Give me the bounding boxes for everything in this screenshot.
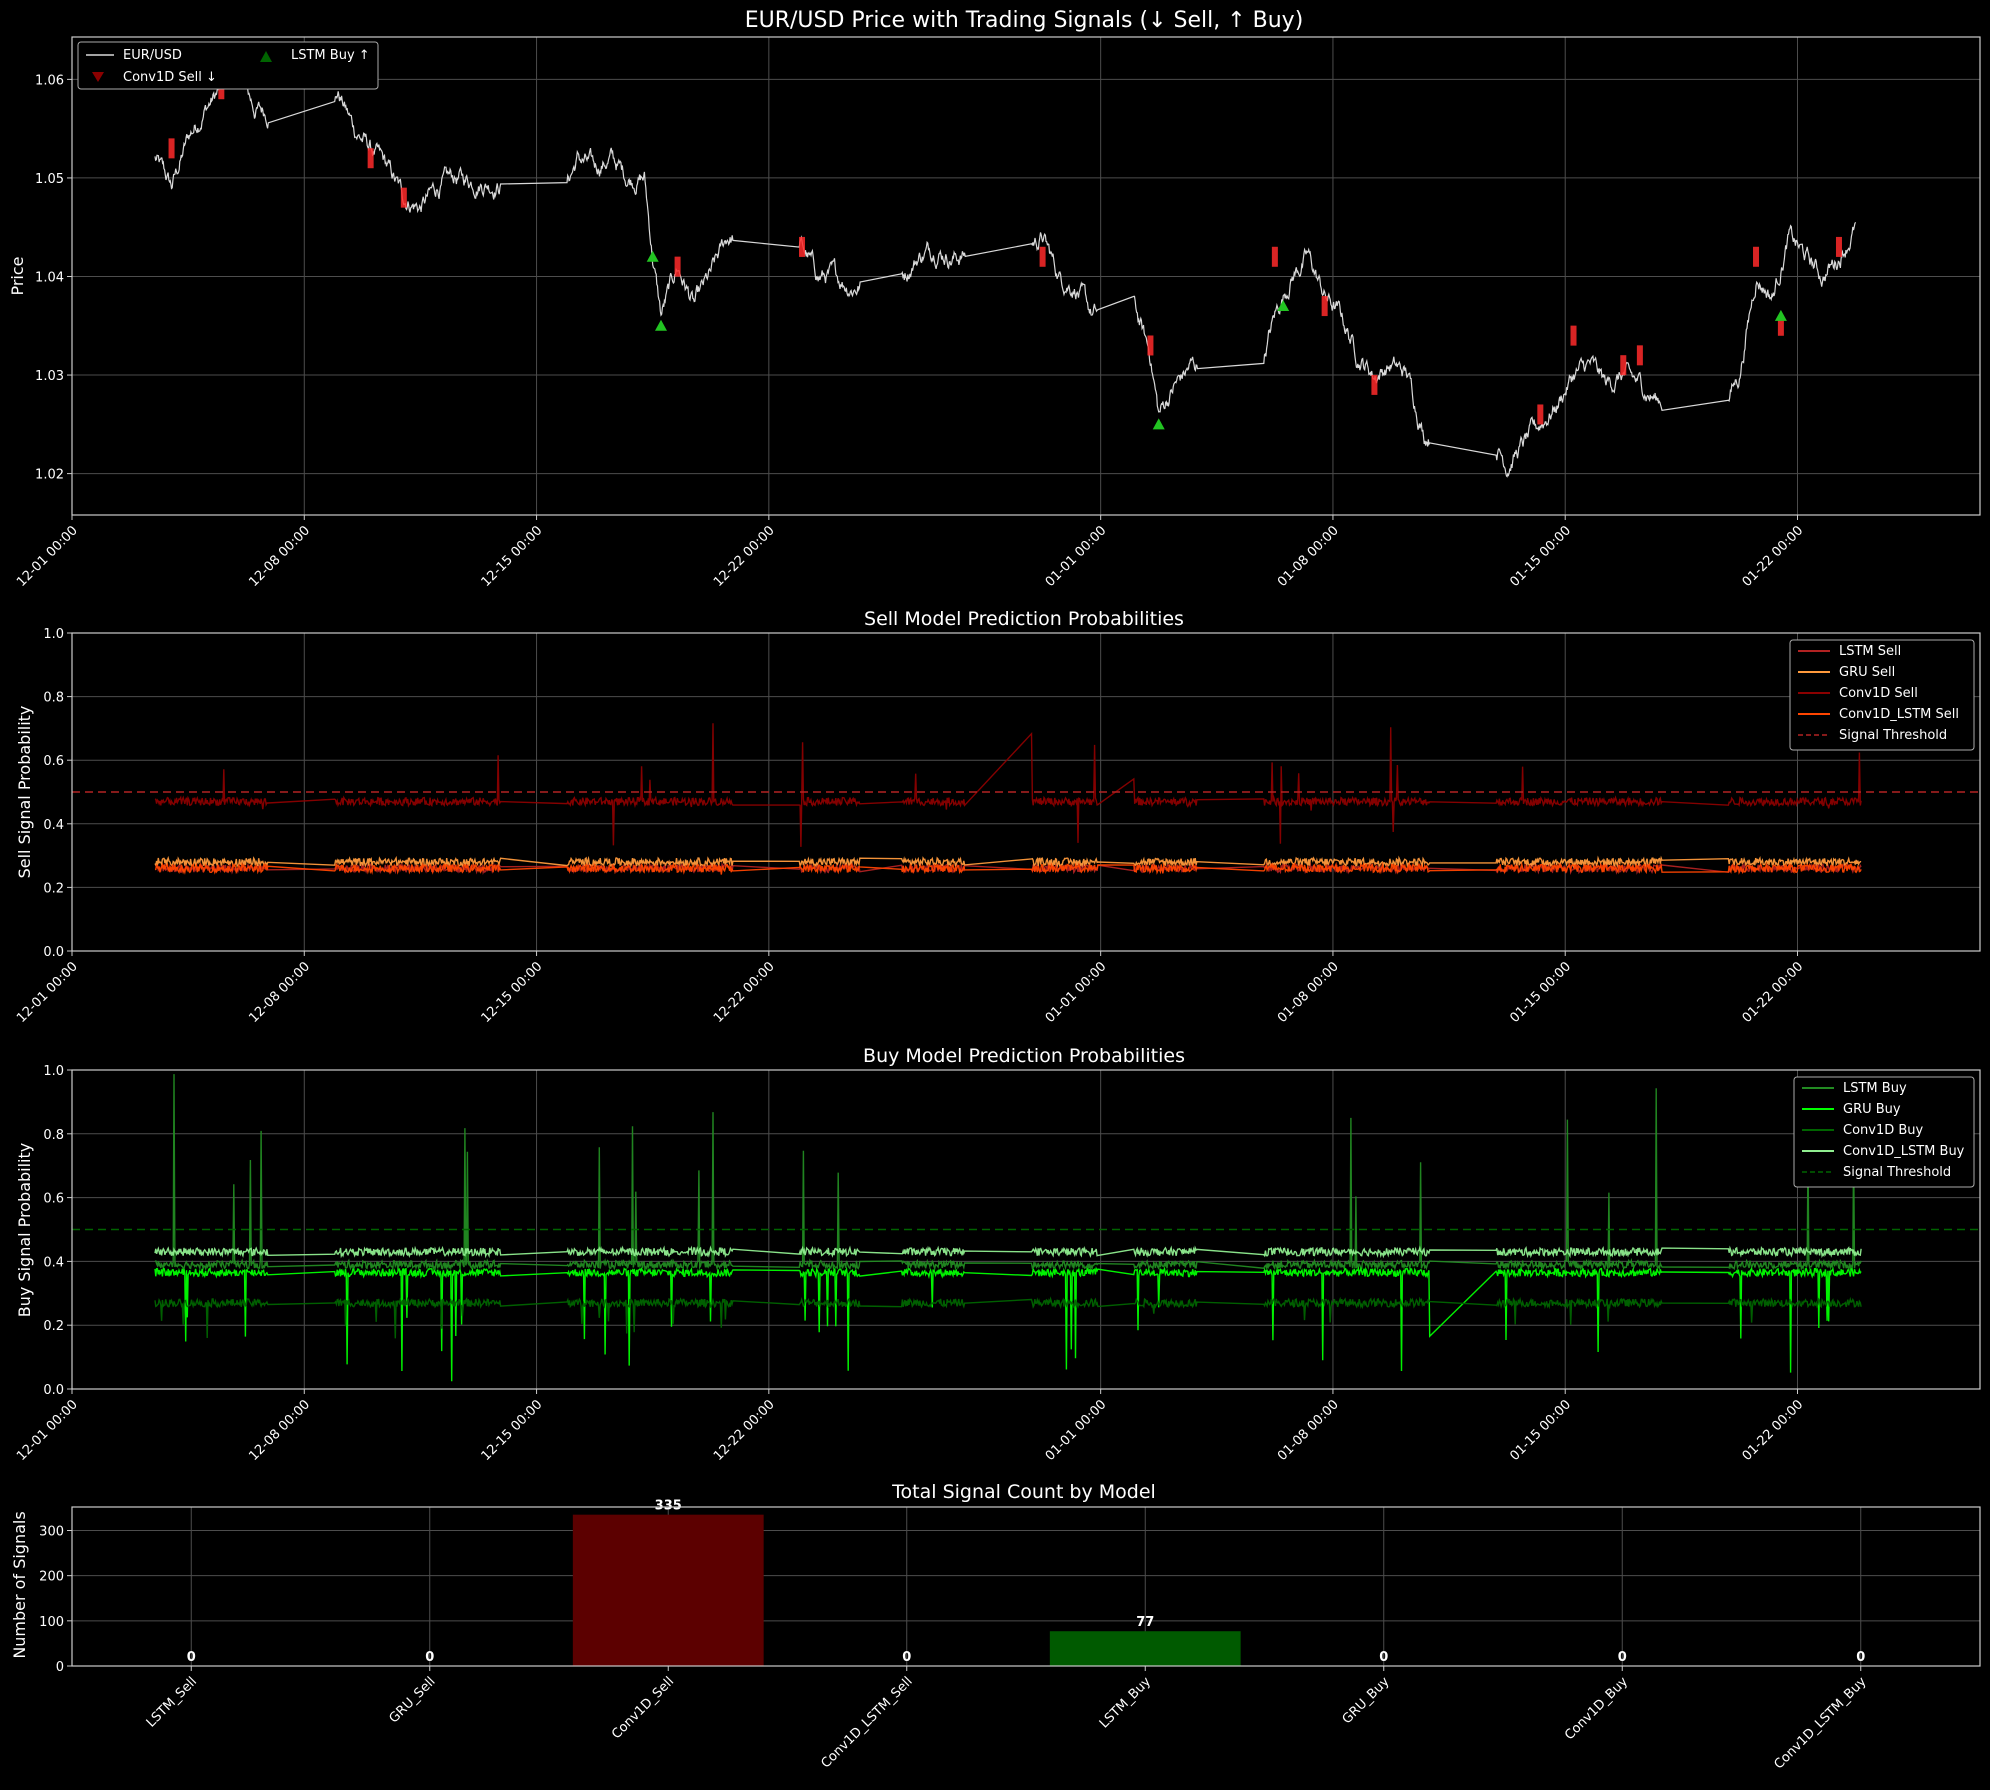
p2-y-tick-label: 0.0 bbox=[43, 945, 64, 960]
legend-conv1d-buy-label: Conv1D Buy bbox=[1843, 1123, 1924, 1138]
conv1d-sell-signal-marker bbox=[1271, 246, 1278, 267]
legend-buy-threshold-label: Signal Threshold bbox=[1843, 1165, 1951, 1180]
buy-conv1d-lstm-buy-line bbox=[154, 1245, 1862, 1259]
bar-value-label: 0 bbox=[1379, 1650, 1388, 1665]
price-legend: EUR/USD Conv1D Sell ↓ LSTM Buy ↑ bbox=[77, 41, 379, 90]
price-panel-title: EUR/USD Price with Trading Signals (↓ Se… bbox=[745, 8, 1304, 33]
legend-gru-sell-label: GRU Sell bbox=[1839, 665, 1895, 680]
buy-plot-frame bbox=[71, 1069, 1981, 1390]
conv1d-sell-signal-marker bbox=[1371, 374, 1378, 395]
legend-lstm-sell-label: LSTM Sell bbox=[1839, 644, 1901, 659]
lstm-buy-signal-marker bbox=[654, 319, 667, 331]
legend-lstm-buy-marker bbox=[260, 51, 272, 62]
p1-y-tick-label: 1.02 bbox=[35, 468, 64, 483]
buy-conv1d-buy-line bbox=[154, 1296, 1862, 1339]
conv1d-sell-signal-marker bbox=[367, 148, 374, 169]
conv1d-sell-signal-marker bbox=[1620, 355, 1627, 376]
sell-conv1d-sell-line bbox=[154, 723, 1862, 847]
p3-y-tick-label: 0.0 bbox=[43, 1383, 64, 1398]
bar-value-label: 0 bbox=[1856, 1650, 1865, 1665]
sell-plot-frame bbox=[71, 632, 1981, 952]
legend-conv1d-lstm-sell-label: Conv1D_LSTM Sell bbox=[1839, 707, 1959, 722]
p1-y-tick-label: 1.05 bbox=[35, 172, 64, 187]
legend-eurusd-label: EUR/USD bbox=[123, 48, 182, 63]
p3-y-tick-label: 0.8 bbox=[43, 1128, 64, 1143]
count-panel-title: Total Signal Count by Model bbox=[891, 1481, 1156, 1503]
p3-y-tick-label: 1.0 bbox=[43, 1064, 64, 1079]
legend-conv1d-sell-prob-label: Conv1D Sell bbox=[1839, 686, 1918, 701]
legend-conv1d-sell-marker bbox=[92, 72, 104, 82]
lstm-buy-signal-marker bbox=[1152, 418, 1165, 430]
legend-conv1d-sell-label: Conv1D Sell ↓ bbox=[123, 70, 217, 85]
buy-y-axis-label: Buy Signal Probability bbox=[15, 1143, 34, 1317]
conv1d-sell-signal-marker bbox=[1777, 315, 1784, 336]
bar-value-label: 0 bbox=[1618, 1650, 1627, 1665]
conv1d-sell-signal-marker bbox=[1835, 236, 1842, 257]
p1-y-tick-label: 1.06 bbox=[35, 73, 64, 88]
buy-lstm-buy-line bbox=[154, 1074, 1862, 1272]
p2-y-tick-label: 0.8 bbox=[43, 691, 64, 706]
conv1d-sell-signal-marker bbox=[1147, 335, 1154, 356]
bar-value-label: 0 bbox=[425, 1650, 434, 1665]
legend-conv1d-lstm-buy-label: Conv1D_LSTM Buy bbox=[1843, 1144, 1965, 1159]
bar-value-label: 0 bbox=[902, 1650, 911, 1665]
conv1d-sell-signal-marker bbox=[168, 138, 175, 159]
p3-y-tick-label: 0.6 bbox=[43, 1192, 64, 1207]
conv1d-sell-signal-marker bbox=[1537, 404, 1544, 425]
conv1d-sell-signal-marker bbox=[400, 187, 407, 208]
conv1d-sell-signal-marker bbox=[1570, 325, 1577, 346]
p3-y-tick-label: 0.2 bbox=[43, 1319, 64, 1334]
conv1d-sell-signal-marker bbox=[1321, 296, 1328, 317]
count-y-tick-label: 100 bbox=[39, 1615, 64, 1630]
p3-y-tick-label: 0.4 bbox=[43, 1255, 64, 1270]
bar-value-label: 77 bbox=[1136, 1615, 1154, 1630]
conv1d-sell-signal-marker bbox=[799, 236, 806, 257]
p2-y-tick-label: 0.6 bbox=[43, 754, 64, 769]
lstm-buy-signal-marker bbox=[1277, 300, 1290, 312]
conv1d-sell-signal-marker bbox=[1039, 246, 1046, 267]
p1-y-tick-label: 1.04 bbox=[35, 270, 64, 285]
sell-y-axis-label: Sell Signal Probability bbox=[15, 706, 34, 879]
legend-lstm-buy-label: LSTM Buy ↑ bbox=[291, 48, 370, 63]
p1-y-tick-label: 1.03 bbox=[35, 369, 64, 384]
buy-legend-box bbox=[1793, 1076, 1975, 1188]
count-y-tick-label: 200 bbox=[39, 1570, 64, 1585]
bar-value-label: 335 bbox=[655, 1499, 682, 1514]
sell-legend: LSTM Sell GRU Sell Conv1D Sell Conv1D_LS… bbox=[1789, 639, 1975, 751]
count-plot-frame bbox=[71, 1506, 1981, 1667]
conv1d-sell-signal-marker bbox=[1753, 246, 1760, 267]
legend-gru-buy-label: GRU Buy bbox=[1843, 1102, 1901, 1117]
conv1d-sell-signal-marker bbox=[1636, 345, 1643, 366]
price-legend-box bbox=[77, 41, 379, 90]
bar-value-label: 0 bbox=[187, 1650, 196, 1665]
sell-panel-title: Sell Model Prediction Probabilities bbox=[864, 608, 1184, 630]
eurusd-price-line bbox=[154, 57, 1857, 478]
count-y-axis-label: Number of Signals bbox=[10, 1511, 29, 1658]
bar-conv1d-sell bbox=[572, 1514, 764, 1666]
count-y-tick-label: 0 bbox=[56, 1660, 64, 1675]
legend-sell-threshold-label: Signal Threshold bbox=[1839, 728, 1947, 743]
sell-legend-box bbox=[1789, 639, 1975, 751]
p2-y-tick-label: 1.0 bbox=[43, 627, 64, 642]
lstm-buy-signal-marker bbox=[646, 250, 659, 262]
p2-y-tick-label: 0.4 bbox=[43, 818, 64, 833]
count-y-tick-label: 300 bbox=[39, 1524, 64, 1539]
price-y-axis-label: Price bbox=[8, 256, 27, 295]
buy-panel-title: Buy Model Prediction Probabilities bbox=[863, 1045, 1185, 1067]
sell-conv1d-lstm-sell-line bbox=[154, 861, 1862, 875]
legend-lstm-buy-prob-label: LSTM Buy bbox=[1843, 1081, 1907, 1096]
buy-gru-buy-line bbox=[154, 1266, 1862, 1382]
bar-lstm-buy bbox=[1049, 1631, 1241, 1666]
conv1d-sell-signal-marker bbox=[674, 256, 681, 277]
p2-y-tick-label: 0.2 bbox=[43, 881, 64, 896]
lstm-buy-signal-marker bbox=[1774, 309, 1787, 321]
buy-legend: LSTM Buy GRU Buy Conv1D Buy Conv1D_LSTM … bbox=[1793, 1076, 1975, 1188]
